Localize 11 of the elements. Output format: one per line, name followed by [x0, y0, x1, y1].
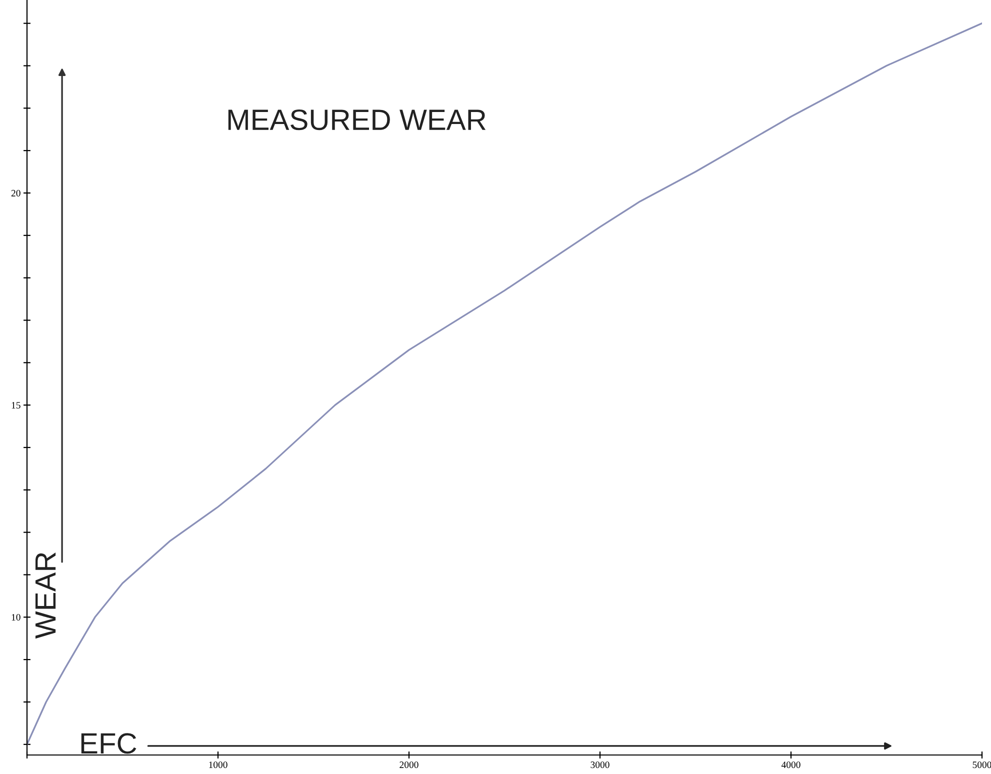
y-tick-label: 15 — [12, 402, 20, 409]
y-tick-label: 20 — [11, 190, 20, 196]
x-tick-label: 4000 — [781, 762, 800, 768]
x-axis-title: EFC — [81, 733, 136, 754]
y-tick-label: 10 — [12, 614, 20, 621]
x-tick-label: 1000 — [209, 762, 228, 768]
y-axis-title: WEAR — [35, 552, 56, 639]
x-tick-label: 3000 — [590, 762, 610, 768]
text: MEASURED WEAR — [228, 109, 486, 130]
x-tick-label: 5000 — [972, 762, 991, 768]
x-tick-label: 2000 — [400, 762, 418, 768]
